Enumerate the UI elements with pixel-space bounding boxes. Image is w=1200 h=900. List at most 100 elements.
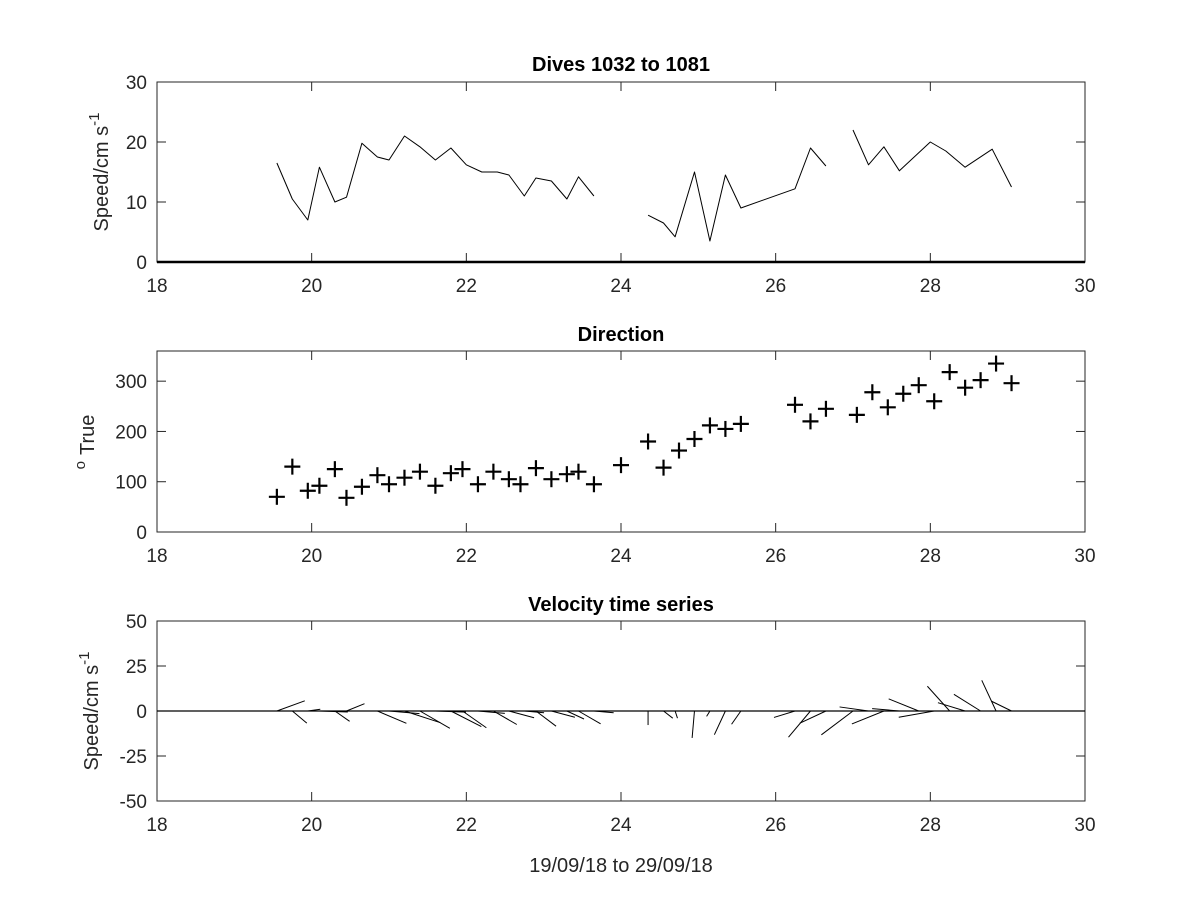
- speed-ylabel-superscript: -1: [86, 113, 103, 126]
- speed-title: Dives 1032 to 1081: [532, 54, 710, 76]
- speed-xtick-label: 22: [456, 276, 477, 297]
- velocity-axes-ticks: 18 20 22 24 26 28 30 50 25 0 -25 -50: [120, 612, 1096, 836]
- direction-xtick-label: 18: [146, 546, 167, 567]
- direction-point: [469, 476, 486, 493]
- velocity-xtick-label: 18: [146, 815, 167, 836]
- speed-ytick-label: 0: [136, 253, 147, 274]
- direction-point: [686, 430, 703, 447]
- velocity-stick: [508, 710, 535, 719]
- velocity-stick: [713, 710, 726, 735]
- direction-point: [442, 465, 459, 482]
- velocity-stick: [535, 710, 557, 727]
- direction-xtick-label: 26: [765, 546, 786, 567]
- velocity-ylabel: Speed/cm s-1: [76, 652, 103, 771]
- direction-point: [895, 385, 912, 402]
- speed-ytick-label: 10: [126, 193, 147, 214]
- velocity-axes: 18 20 22 24 26 28 30 50 25 0 -25 -50 Velocity time …: [76, 594, 1096, 877]
- direction-point: [802, 413, 819, 430]
- direction-point: [941, 364, 958, 381]
- direction-point: [926, 393, 943, 410]
- direction-point: [1003, 375, 1020, 392]
- direction-point: [411, 463, 428, 480]
- velocity-xlabel: 19/09/18 to 29/09/18: [529, 855, 713, 877]
- velocity-ytick-label: 25: [126, 657, 147, 678]
- direction-ytick-label: 100: [115, 473, 147, 494]
- direction-point: [717, 420, 734, 437]
- velocity-xtick-label: 20: [301, 815, 322, 836]
- direction-point: [988, 355, 1005, 372]
- direction-xtick-label: 30: [1074, 546, 1095, 567]
- velocity-ytick-label: 0: [136, 702, 147, 723]
- velocity-stick: [937, 702, 966, 712]
- direction-xtick-label: 20: [301, 546, 322, 567]
- direction-point: [500, 471, 517, 488]
- velocity-stick: [566, 710, 585, 720]
- direction-point: [558, 466, 575, 483]
- speed-ylabel: Speed/cm s-1: [86, 113, 113, 232]
- velocity-ytick-label: -25: [120, 747, 147, 768]
- velocity-stick: [462, 710, 487, 729]
- direction-ylabel: o True: [72, 415, 99, 470]
- velocity-stick: [450, 710, 482, 727]
- velocity-stick: [663, 710, 674, 719]
- velocity-stick: [276, 700, 305, 712]
- speed-line-segment: [276, 135, 595, 221]
- direction-point: [427, 477, 444, 494]
- speed-xtick-label: 30: [1074, 276, 1095, 297]
- direction-ytick-label: 0: [136, 523, 147, 544]
- velocity-stick: [773, 710, 796, 718]
- velocity-stick: [888, 698, 919, 712]
- velocity-stick: [404, 710, 441, 724]
- speed-axes: 18 20 22 24 26 28 30 0 10 20 30 Dives 1032 to 1081…: [86, 54, 1096, 297]
- velocity-stick: [981, 680, 997, 712]
- velocity-stick: [872, 708, 900, 712]
- speed-xtick-label: 24: [610, 276, 632, 297]
- direction-point: [732, 415, 749, 432]
- direction-point: [613, 457, 629, 474]
- velocity-xtick-label: 30: [1074, 815, 1095, 836]
- direction-point: [671, 442, 687, 459]
- direction-ylabel-superscript: o: [72, 461, 89, 469]
- velocity-title: Velocity time series: [528, 594, 714, 616]
- direction-point: [268, 488, 285, 505]
- speed-axes-box: [156, 81, 1086, 263]
- velocity-stick: [927, 685, 951, 712]
- velocity-stick: [524, 710, 545, 714]
- velocity-stick: [953, 693, 981, 712]
- speed-ytick-label: 30: [126, 73, 147, 94]
- velocity-ytick-label: 50: [126, 612, 147, 633]
- velocity-stick: [851, 710, 885, 725]
- velocity-stick: [477, 710, 505, 714]
- speed-xtick-label: 28: [920, 276, 941, 297]
- direction-ytick-label: 200: [115, 422, 147, 443]
- velocity-stick: [319, 710, 348, 713]
- speed-xtick-label: 20: [301, 276, 322, 297]
- direction-point: [585, 476, 602, 493]
- velocity-ylabel-text: Speed/cm s: [81, 665, 103, 771]
- velocity-xtick-label: 22: [456, 815, 477, 836]
- direction-point: [879, 399, 896, 416]
- velocity-stick: [799, 710, 827, 724]
- direction-point: [326, 461, 343, 478]
- direction-point: [848, 406, 865, 423]
- velocity-stick: [419, 710, 451, 729]
- direction-point: [817, 400, 834, 417]
- velocity-stick: [674, 710, 678, 719]
- direction-point: [910, 377, 927, 394]
- speed-axes-ticks: 18 20 22 24 26 28 30 0 10 20 30: [126, 73, 1096, 297]
- velocity-stick: [839, 706, 869, 712]
- velocity-stick: [991, 700, 1012, 712]
- velocity-stick: [493, 710, 518, 725]
- direction-ytick-label: 300: [115, 372, 147, 393]
- direction-point: [957, 379, 974, 396]
- velocity-ylabel-superscript: -1: [76, 652, 93, 665]
- velocity-xtick-label: 26: [765, 815, 786, 836]
- direction-point: [381, 476, 397, 493]
- direction-point: [972, 372, 989, 389]
- velocity-stick: [346, 703, 365, 712]
- direction-ylabel-text: True: [77, 415, 99, 455]
- direction-point: [701, 417, 718, 434]
